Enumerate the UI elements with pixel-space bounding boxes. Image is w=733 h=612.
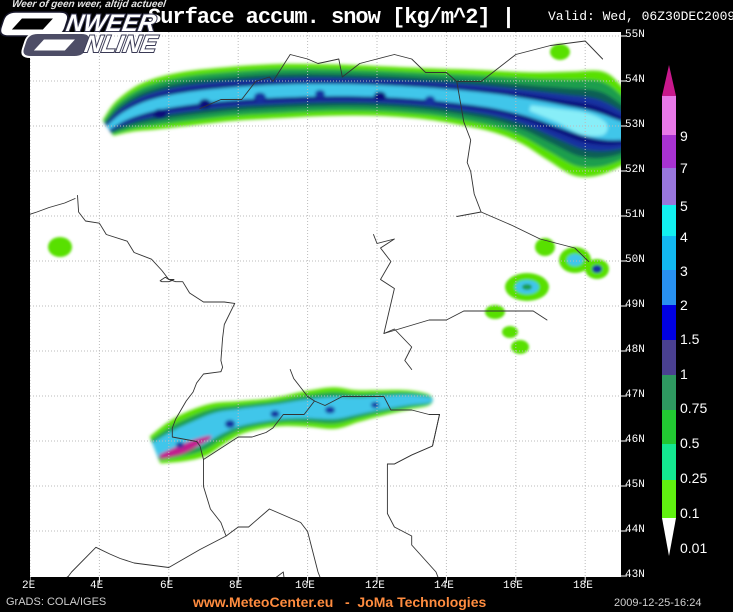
svg-text:NLINE: NLINE (82, 31, 160, 58)
